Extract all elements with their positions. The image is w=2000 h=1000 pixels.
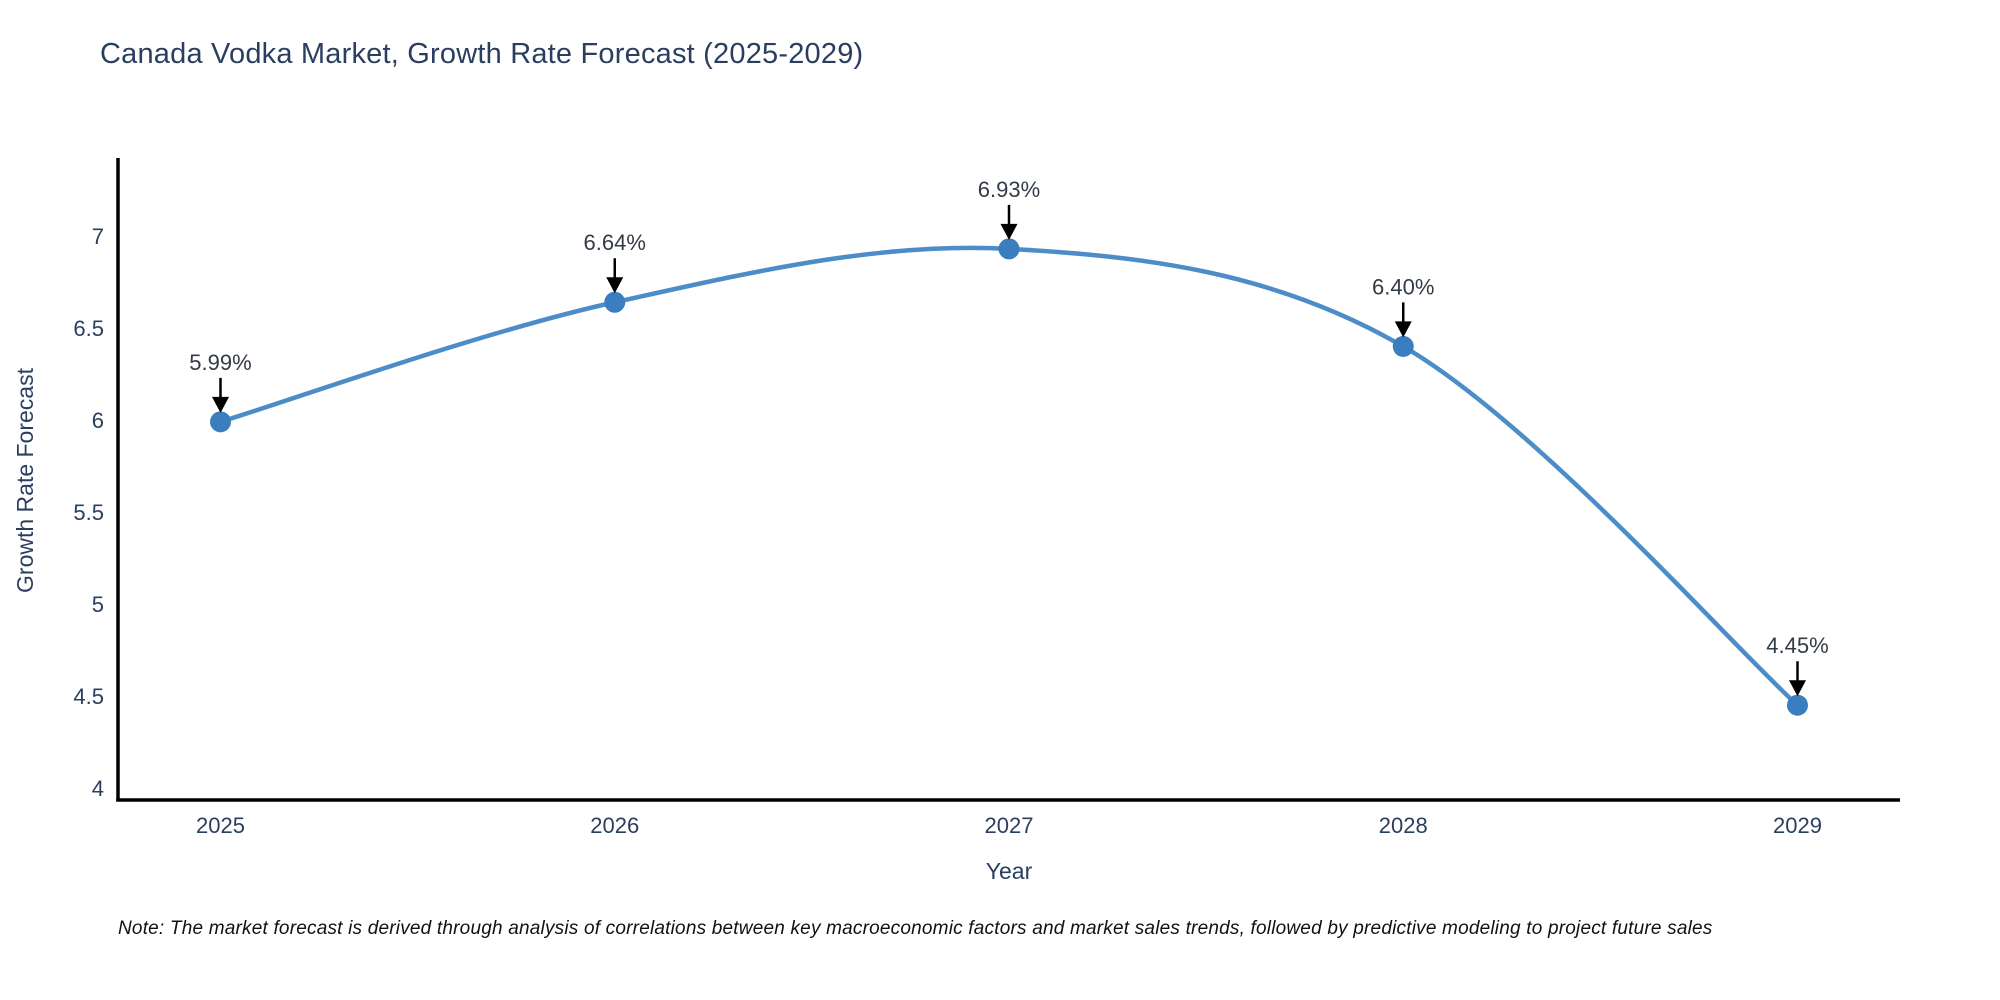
annotation-arrowhead-icon-2028 bbox=[1394, 321, 1412, 338]
point-annotation-2025: 5.99% bbox=[189, 350, 251, 375]
x-tick-label-2025: 2025 bbox=[196, 813, 245, 838]
trend-line bbox=[218, 245, 1800, 708]
point-annotation-2026: 6.64% bbox=[584, 230, 646, 255]
x-axis-title: Year bbox=[985, 858, 1033, 884]
y-tick-label-6.5: 6.5 bbox=[73, 316, 104, 341]
y-tick-label-4.5: 4.5 bbox=[73, 684, 104, 709]
data-point-2025[interactable] bbox=[210, 411, 232, 433]
y-axis-title-box: Growth Rate Forecast bbox=[2, 160, 48, 800]
footnote: Note: The market forecast is derived thr… bbox=[118, 918, 1713, 939]
x-tick-label-2028: 2028 bbox=[1379, 813, 1428, 838]
annotation-arrowhead-icon-2026 bbox=[606, 277, 624, 294]
annotation-arrowhead-icon-2029 bbox=[1788, 680, 1806, 697]
point-annotation-2028: 6.40% bbox=[1372, 274, 1434, 299]
y-tick-label-5: 5 bbox=[92, 592, 104, 617]
data-point-2029[interactable] bbox=[1786, 694, 1808, 716]
annotation-arrowhead-icon-2027 bbox=[1000, 223, 1018, 240]
y-axis-title: Growth Rate Forecast bbox=[11, 367, 38, 593]
x-tick-label-2029: 2029 bbox=[1773, 813, 1822, 838]
y-tick-label-6: 6 bbox=[92, 408, 104, 433]
chart-title: Canada Vodka Market, Growth Rate Forecas… bbox=[100, 38, 864, 70]
x-tick-label-2026: 2026 bbox=[590, 813, 639, 838]
point-annotation-2029: 4.45% bbox=[1766, 633, 1828, 658]
data-point-2027[interactable] bbox=[998, 238, 1020, 260]
point-annotation-2027: 6.93% bbox=[978, 177, 1040, 202]
data-point-2028[interactable] bbox=[1392, 335, 1414, 357]
y-tick-label-7: 7 bbox=[92, 224, 104, 249]
x-tick-label-2027: 2027 bbox=[985, 813, 1034, 838]
y-tick-label-4: 4 bbox=[92, 776, 104, 801]
y-tick-label-5.5: 5.5 bbox=[73, 500, 104, 525]
annotation-arrowhead-icon-2025 bbox=[212, 396, 230, 413]
data-point-2026[interactable] bbox=[604, 291, 626, 313]
